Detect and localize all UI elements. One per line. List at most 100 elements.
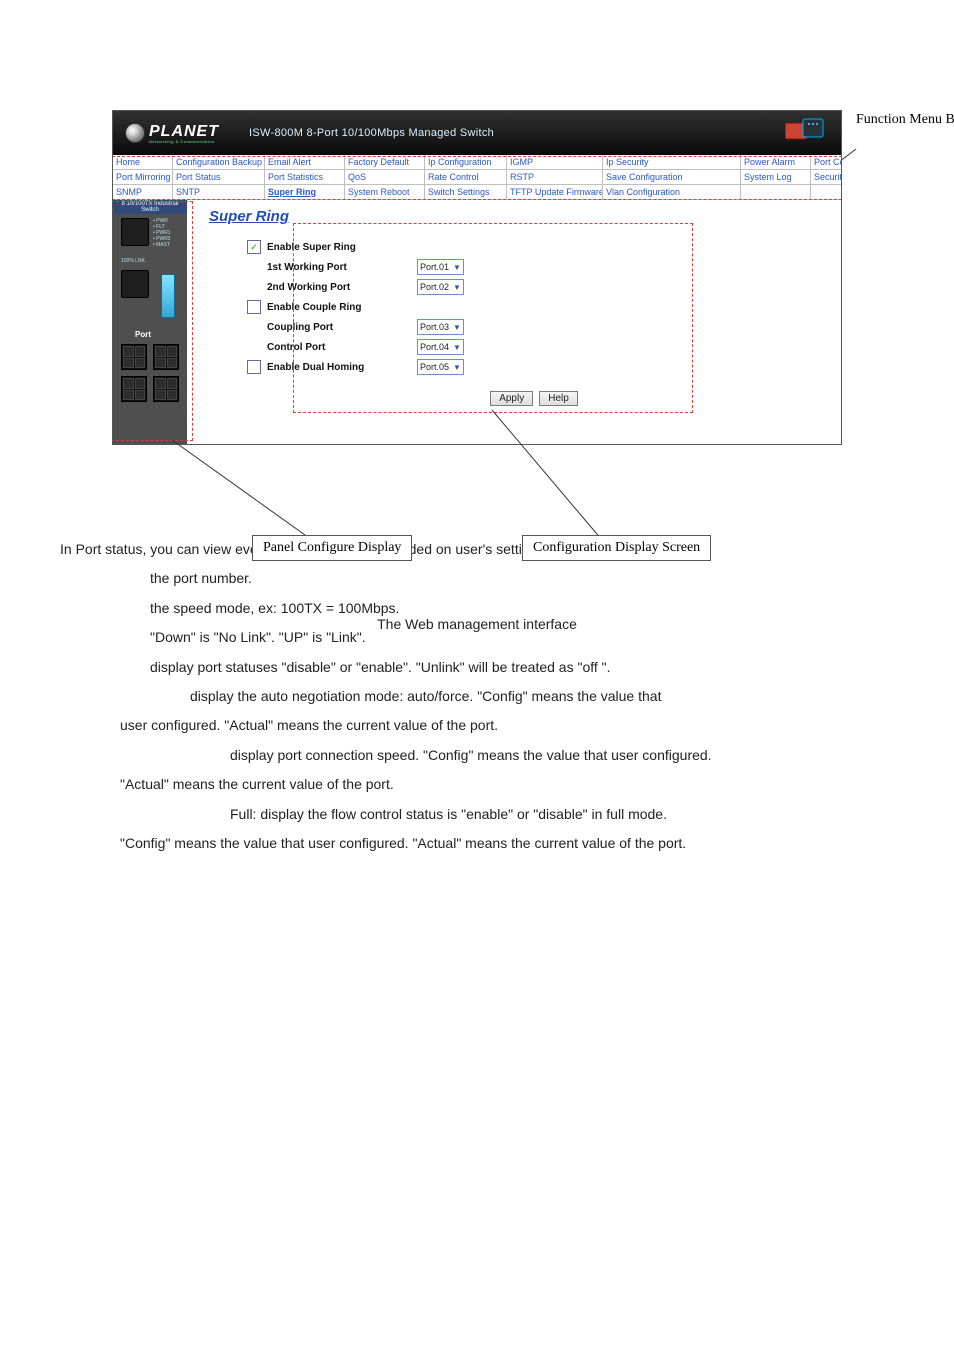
chevron-down-icon: ▼ [453,363,461,372]
menu-item[interactable]: Port Control [811,155,842,169]
menu-item[interactable]: Save Configuration [603,170,741,184]
menu-item[interactable]: Port Status [173,170,265,184]
port-select[interactable]: Port.05 ▼ [417,359,464,375]
menu-row: SNMPSNTPSuper RingSystem RebootSwitch Se… [113,185,841,200]
port-grid-2 [153,344,179,370]
callout-function-menu-bar: Function Menu Bar [856,112,954,128]
menu-item[interactable]: IGMP [507,155,603,169]
chevron-down-icon: ▼ [453,343,461,352]
leader-config [482,410,682,550]
port-grid-4 [153,376,179,402]
menu-item[interactable]: Rate Control [425,170,507,184]
menu-item [741,185,811,199]
port-select-value: Port.02 [420,282,449,292]
apply-button[interactable]: Apply [490,391,533,406]
config-row: Control PortPort.04 ▼ [247,337,821,357]
menu-item[interactable]: SNMP [113,185,173,199]
menu-item[interactable]: Vlan Configuration [603,185,741,199]
help-button[interactable]: Help [539,391,578,406]
chevron-down-icon: ▼ [453,283,461,292]
menu-item[interactable]: Port Statistics [265,170,345,184]
config-title: Super Ring [209,208,821,225]
menu-item[interactable]: Power Alarm [741,155,811,169]
callout-panel-configure-text: Panel Configure Display [263,540,401,555]
port-select-value: Port.01 [420,262,449,272]
port-label: Port [135,330,151,339]
side-panel: 8 10/100TX Industrial Switch • PWR• FLT•… [113,200,187,445]
config-row: Enable Dual HomingPort.05 ▼ [247,357,821,377]
screenshot-frame: PLANET Networking & Communication ISW-80… [112,110,842,445]
body-line-6: display port connection speed. "Config" … [230,741,894,770]
config-label: Coupling Port [267,322,417,333]
brand-name: PLANET [149,123,219,141]
menu-item[interactable]: Ip Security [603,155,741,169]
config-row: Coupling PortPort.03▼ [247,317,821,337]
product-title: ISW-800M 8-Port 10/100Mbps Managed Switc… [249,127,494,139]
port-select-value: Port.04 [420,342,449,352]
screenshot-header: PLANET Networking & Communication ISW-80… [113,111,841,155]
header-switch-icon [785,117,825,147]
brand-logo: PLANET Networking & Communication [125,123,219,144]
checkbox[interactable]: ✓ [247,240,261,254]
menu-item[interactable]: Factory Default [345,155,425,169]
config-row: 1st Working PortPort.01 ▼ [247,257,821,277]
menu-item[interactable]: System Log [741,170,811,184]
globe-icon [125,123,145,143]
device-box-2 [121,270,149,298]
figure-caption-text: The Web management interface [377,616,577,632]
menu-item[interactable]: Home [113,155,173,169]
menu-item[interactable]: System Reboot [345,185,425,199]
port-select[interactable]: Port.03▼ [417,319,464,335]
config-label: 2nd Working Port [267,282,417,293]
menu-bar: HomeConfiguration BackupEmail AlertFacto… [113,155,841,200]
body-line-5: user configured. "Actual" means the curr… [120,711,894,740]
menu-item[interactable]: SNTP [173,185,265,199]
port-select[interactable]: Port.01 ▼ [417,259,464,275]
port-select[interactable]: Port.02 ▼ [417,279,464,295]
config-label: 1st Working Port [267,262,417,273]
button-row: Apply Help [247,391,821,406]
config-label: Enable Super Ring [267,242,417,253]
body-line-3: display port statuses "disable" or "enab… [150,653,894,682]
leader-panel [172,440,372,550]
config-row: 2nd Working PortPort.02 ▼ [247,277,821,297]
menu-item[interactable]: Configuration Backup [173,155,265,169]
menu-item [811,185,842,199]
checkbox[interactable] [247,360,261,374]
menu-row: HomeConfiguration BackupEmail AlertFacto… [113,155,841,170]
body-text: In Port status, you can view every port … [60,535,894,858]
checkbox[interactable] [247,300,261,314]
config-row: Enable Couple Ring [247,297,821,317]
device-labels: • PWR• FLT• PWR1• PWR2• MAST [153,218,171,248]
menu-item[interactable]: TFTP Update Firmware [507,185,603,199]
figure-caption: The Web management interface [112,616,842,632]
config-form: ✓Enable Super Ring1st Working PortPort.0… [247,237,821,377]
menu-item[interactable]: RSTP [507,170,603,184]
port-select[interactable]: Port.04 ▼ [417,339,464,355]
menu-item[interactable]: Email Alert [265,155,345,169]
menu-item[interactable]: Ip Configuration [425,155,507,169]
chevron-down-icon: ▼ [453,263,461,272]
chevron-down-icon: ▼ [453,323,461,332]
menu-item[interactable]: Security Manager [811,170,842,184]
menu-item[interactable]: Super Ring [265,185,345,199]
callout-panel-configure: Panel Configure Display [252,535,412,561]
body-line-9: "Config" means the value that user confi… [120,829,894,858]
body-line-4: display the auto negotiation mode: auto/… [190,682,894,711]
body-line-7: "Actual" means the current value of the … [120,770,894,799]
config-area: Super Ring ✓ Enable Super Ring 1st Working… [187,200,841,445]
menu-row: Port MirroringPort StatusPort Statistics… [113,170,841,185]
screenshot-wrapper: Function Menu Bar PLANET Networking & Co… [112,110,842,445]
meter-bar [161,274,175,318]
config-label: Control Port [267,342,417,353]
config-row: ✓ Enable Super Ring [247,237,821,257]
body-line-0: the port number. [150,564,894,593]
menu-item[interactable]: QoS [345,170,425,184]
device-box-1 [121,218,149,246]
port-select-value: Port.05 [420,362,449,372]
device-sublabel: • MAST [153,242,171,248]
menu-item[interactable]: Switch Settings [425,185,507,199]
menu-item[interactable]: Port Mirroring [113,170,173,184]
port-grid-1 [121,344,147,370]
config-label: Enable Dual Homing [267,362,417,373]
